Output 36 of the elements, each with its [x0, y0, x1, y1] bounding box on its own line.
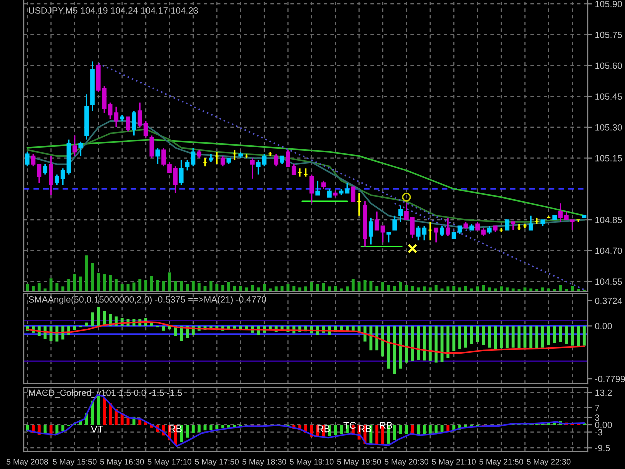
y-tick-label: -9.5 — [595, 445, 610, 452]
x-tick-label: 5 May 21:10 — [432, 459, 476, 466]
y-tick-label: -0.7799 — [595, 376, 625, 382]
text: USDJPY,M5 104.19 104.24 104.17 104.23 — [29, 8, 198, 15]
x-tick-label: 5 May 19:50 — [337, 459, 382, 466]
x-tick-label: 5 May 15:50 — [53, 459, 97, 466]
x-tick-label: 5 May 19:10 — [290, 459, 334, 466]
y-tick-label: 105.45 — [596, 94, 622, 100]
y-tick-label: 105.90 — [596, 1, 622, 8]
x-tick-label: 5 May 16:30 — [100, 459, 144, 466]
x-tick-label: 5 May 22:30 — [527, 459, 571, 466]
x-tick-label: 5 May 20:30 — [384, 459, 429, 466]
y-tick-label: 105.75 — [596, 32, 622, 38]
y-tick-label: 105.30 — [596, 124, 622, 131]
y-tick-label: 105.15 — [596, 155, 622, 162]
y-tick-label: 104.55 — [596, 278, 622, 286]
x-tick-label: 5 May 18:30 — [242, 459, 286, 466]
chart-title: MACD_Colored_v101 1.5 0.0 -1.5 -1.5 — [29, 390, 182, 398]
x-tick-label: 5 May 2008 — [6, 459, 48, 466]
y-tick-label: -3 — [595, 429, 603, 436]
x-tick-label: 5 May 21:50 — [480, 459, 524, 466]
y-tick-label: 3 — [595, 414, 600, 422]
y-tick-label: 0.00 — [595, 422, 612, 428]
annotation: VT — [91, 426, 104, 433]
y-tick-label: 104.85 — [596, 216, 622, 224]
annotation: TC — [344, 422, 356, 430]
y-tick-label: 0.3724 — [595, 298, 622, 304]
y-tick-label: 0.00 — [595, 323, 612, 330]
y-tick-label: 7 — [595, 405, 600, 412]
x-tick-label: 5 May 17:10 — [148, 459, 192, 466]
y-tick-label: 104.70 — [596, 248, 622, 254]
y-tick-label: 13.2 — [596, 390, 612, 396]
x-tick-label: 5 May 17:50 — [195, 459, 239, 466]
annotation: RB — [380, 422, 392, 429]
chart-title: SMAAngle(50,0.15000000,2,0) -0.5375 ==>MA(21) -0.4770 — [28, 296, 266, 305]
y-tick-label: 105.60 — [596, 62, 622, 70]
